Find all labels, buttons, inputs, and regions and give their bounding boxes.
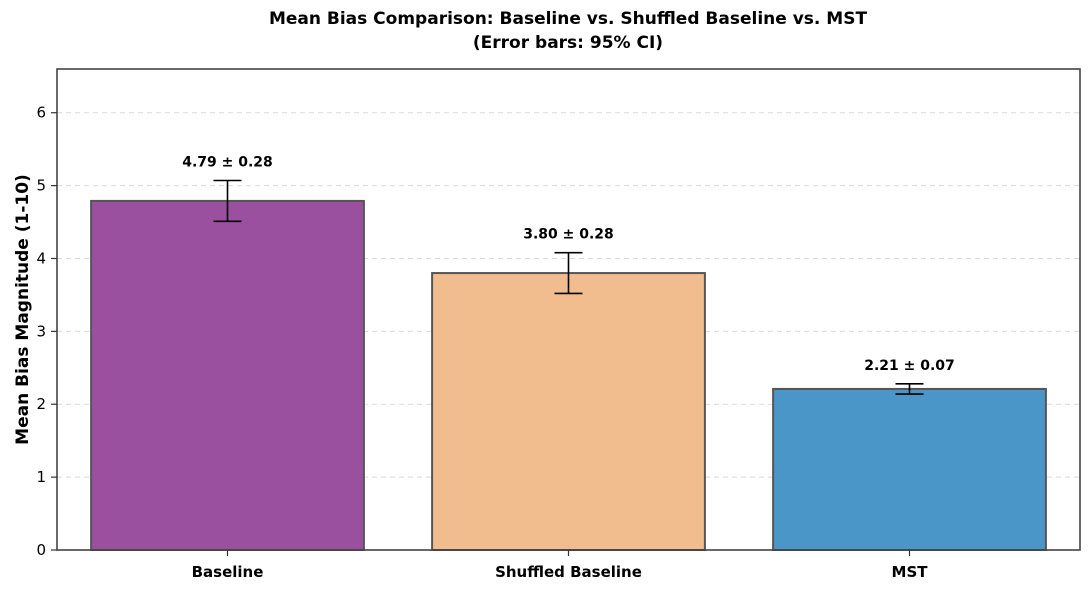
chart-subtitle: (Error bars: 95% CI) — [473, 33, 663, 53]
x-tick-label-shuffled-baseline: Shuffled Baseline — [495, 563, 642, 581]
x-axis: Baseline Shuffled Baseline MST — [192, 550, 929, 581]
x-tick-label-baseline: Baseline — [192, 563, 264, 581]
y-tick-label-6: 6 — [36, 104, 46, 122]
data-labels: 4.79 ± 0.28 3.80 ± 0.28 2.21 ± 0.07 — [182, 155, 955, 374]
y-tick-label-0: 0 — [36, 541, 46, 559]
data-label-mst: 2.21 ± 0.07 — [864, 358, 955, 374]
x-tick-label-mst: MST — [892, 563, 929, 581]
y-tick-label-5: 5 — [36, 177, 46, 195]
error-bar-mst — [895, 383, 924, 395]
y-tick-label-3: 3 — [36, 322, 46, 340]
y-axis: 0 1 2 3 4 5 6 — [36, 104, 57, 559]
bar-mst — [772, 387, 1047, 551]
error-bars — [213, 179, 924, 395]
chart-title: Mean Bias Comparison: Baseline vs. Shuff… — [269, 9, 867, 29]
error-bar-baseline — [213, 179, 242, 223]
y-tick-label-4: 4 — [36, 249, 46, 267]
y-tick-label-1: 1 — [36, 468, 46, 486]
y-tick-label-2: 2 — [36, 395, 46, 413]
error-bar-shuffled-baseline — [554, 251, 583, 295]
bar-baseline — [90, 199, 365, 551]
data-label-shuffled-baseline: 3.80 ± 0.28 — [523, 227, 614, 243]
data-label-baseline: 4.79 ± 0.28 — [182, 155, 273, 171]
y-axis-label: Mean Bias Magnitude (1-10) — [13, 174, 33, 445]
bar-shuffled-baseline — [431, 272, 706, 551]
